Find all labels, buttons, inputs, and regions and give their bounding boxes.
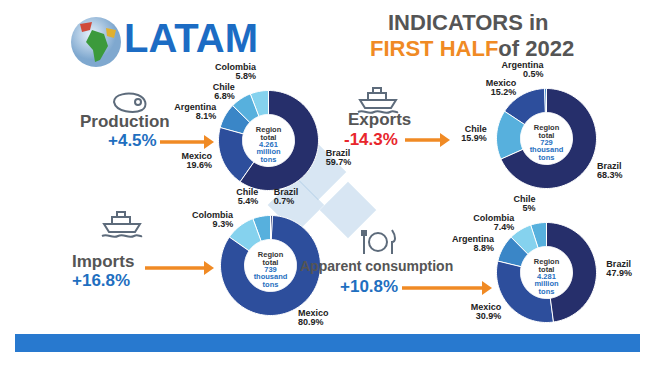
html-text:Region: Region [533, 257, 560, 266]
html-text:Production: Production [80, 112, 170, 131]
svg-text:Brazil0.7%: Brazil0.7% [274, 187, 299, 206]
svg-text:Colombia7.4%: Colombia7.4% [473, 213, 515, 232]
svg-text:Chile6.8%: Chile6.8% [213, 82, 235, 101]
html-text:Apparent consumption: Apparent consumption [300, 258, 454, 274]
html-text:Region: Region [257, 250, 284, 259]
html-text:LATAM: LATAM [124, 16, 258, 60]
svg-text:Chile15.9%: Chile15.9% [461, 124, 487, 143]
svg-text:739thousandtons: 739thousandtons [254, 265, 288, 289]
html-text:Exports: Exports [348, 110, 412, 129]
html-text:INDICATORS in: INDICATORS in [388, 10, 549, 35]
svg-text:4.261milliontons: 4.261milliontons [256, 140, 281, 164]
svg-text:729thousandtons: 729thousandtons [530, 138, 564, 162]
svg-text:Argentina8.1%: Argentina8.1% [174, 102, 217, 121]
svg-text:Colombia9.3%: Colombia9.3% [192, 210, 234, 229]
html-text:Imports: Imports [72, 252, 135, 271]
html-text:-14.3%: -14.3% [344, 130, 398, 149]
svg-text:Brazil47.9%: Brazil47.9% [606, 259, 632, 278]
html-text:total: total [538, 130, 555, 140]
html-text:FIRST HALF of 2022: FIRST HALF of 2022 [370, 36, 575, 61]
html-text:Region: Region [255, 125, 282, 134]
html-text:+16.8%: +16.8% [72, 271, 131, 290]
svg-text:Argentina8.8%: Argentina8.8% [452, 234, 495, 253]
svg-text:Mexico15.2%: Mexico15.2% [486, 78, 517, 97]
svg-text:4.281milliontons: 4.281milliontons [534, 272, 559, 296]
svg-text:Mexico30.9%: Mexico30.9% [471, 302, 502, 321]
html-text:Region: Region [533, 123, 560, 132]
html-text:total: total [260, 132, 277, 142]
svg-text:Argentina0.5%: Argentina0.5% [502, 60, 545, 79]
html-text:+10.8%: +10.8% [340, 277, 399, 296]
svg-text:Chile5%: Chile5% [513, 194, 535, 213]
html-text:total: total [262, 257, 279, 267]
svg-text:Chile5.4%: Chile5.4% [236, 187, 258, 206]
svg-text:Colombia5.8%: Colombia5.8% [215, 62, 257, 81]
html-text:total: total [538, 264, 555, 274]
svg-text:Brazil59.7%: Brazil59.7% [326, 148, 352, 167]
svg-text:Mexico80.9%: Mexico80.9% [298, 308, 329, 327]
svg-text:Brazil68.3%: Brazil68.3% [597, 161, 623, 180]
svg-text:Mexico19.6%: Mexico19.6% [181, 151, 212, 170]
html-text:+4.5%: +4.5% [108, 131, 157, 150]
